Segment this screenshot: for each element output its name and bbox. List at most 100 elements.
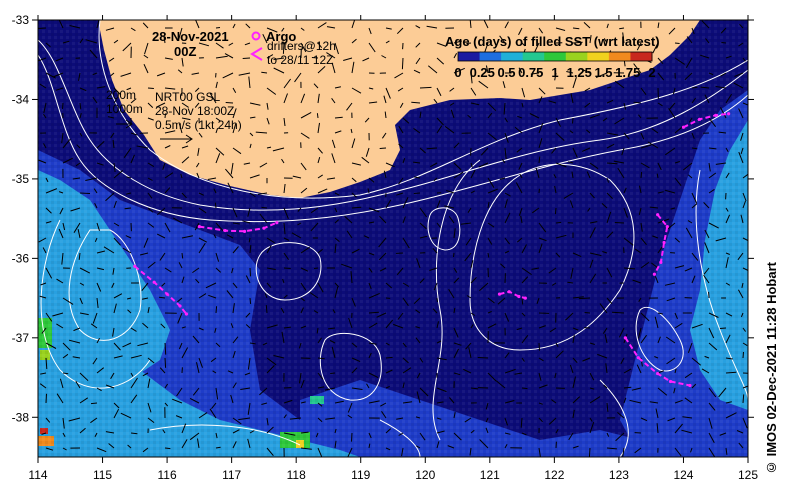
velocity-arrow — [611, 311, 625, 314]
velocity-arrow — [657, 162, 662, 171]
velocity-arrow — [164, 145, 171, 149]
velocity-arrow — [721, 42, 727, 44]
velocity-arrow — [704, 355, 710, 359]
velocity-arrow — [367, 188, 370, 194]
velocity-arrow — [618, 327, 625, 338]
velocity-arrow — [266, 237, 275, 244]
velocity-arrow — [419, 222, 427, 230]
velocity-arrow — [691, 97, 697, 104]
velocity-arrow — [259, 213, 268, 224]
velocity-arrow — [198, 192, 205, 196]
velocity-arrow — [164, 267, 172, 273]
velocity-arrow — [143, 237, 149, 248]
velocity-arrow — [96, 86, 106, 89]
velocity-arrow — [385, 447, 391, 451]
velocity-arrow — [519, 173, 523, 179]
velocity-arrow — [225, 102, 234, 104]
velocity-arrow — [606, 177, 610, 183]
velocity-arrow — [94, 432, 98, 437]
velocity-arrow — [463, 368, 472, 374]
velocity-arrow — [379, 147, 387, 149]
velocity-arrow — [453, 252, 455, 258]
velocity-arrow — [640, 312, 650, 322]
velocity-arrow — [300, 93, 306, 104]
velocity-arrow — [368, 432, 372, 439]
velocity-arrow — [156, 207, 166, 216]
velocity-arrow — [226, 290, 234, 299]
velocity-arrow — [317, 402, 323, 407]
velocity-arrow — [368, 282, 372, 289]
velocity-arrow — [72, 356, 81, 359]
colorbar-tick-label: 2 — [648, 65, 655, 80]
velocity-arrow — [317, 357, 325, 360]
velocity-arrow — [516, 237, 523, 243]
velocity-arrow — [516, 147, 523, 153]
velocity-arrow — [572, 77, 577, 89]
velocity-arrow — [347, 414, 353, 419]
velocity-arrow — [719, 327, 727, 329]
velocity-arrow — [245, 312, 251, 318]
velocity-arrow — [232, 350, 236, 359]
velocity-arrow — [446, 190, 455, 194]
velocity-arrow — [273, 355, 285, 359]
velocity-arrow — [197, 147, 200, 156]
velocity-arrow — [311, 57, 319, 59]
velocity-arrow — [555, 27, 566, 31]
velocity-arrow — [130, 377, 138, 389]
velocity-arrow — [720, 107, 727, 119]
velocity-arrow — [554, 372, 557, 379]
velocity-arrow — [685, 227, 693, 239]
velocity-arrow — [147, 261, 156, 269]
velocity-arrow — [453, 277, 460, 284]
velocity-arrow — [351, 87, 362, 94]
velocity-arrow — [92, 72, 98, 76]
colorbar-swatch — [479, 52, 502, 61]
velocity-arrow — [40, 372, 47, 375]
velocity-arrow — [504, 147, 507, 160]
velocity-arrow — [701, 368, 710, 374]
velocity-arrow — [139, 252, 149, 256]
velocity-arrow — [113, 237, 121, 246]
velocity-arrow — [181, 423, 187, 434]
velocity-arrow — [447, 445, 455, 449]
velocity-arrow — [110, 372, 115, 380]
velocity-arrow — [401, 57, 404, 70]
velocity-arrow — [535, 167, 540, 179]
velocity-arrow — [623, 267, 636, 270]
velocity-arrow — [398, 177, 404, 185]
velocity-arrow — [551, 399, 557, 404]
velocity-arrow — [266, 146, 272, 149]
velocity-arrow — [538, 372, 542, 381]
velocity-arrow — [640, 334, 648, 344]
velocity-arrow — [572, 396, 581, 404]
velocity-arrow — [105, 431, 115, 434]
velocity-arrow — [334, 286, 339, 299]
velocity-arrow — [363, 235, 370, 239]
velocity-arrow — [164, 113, 166, 119]
velocity-arrow — [125, 235, 132, 239]
velocity-arrow — [548, 417, 557, 425]
velocity-arrow — [309, 292, 319, 299]
velocity-arrow — [657, 191, 664, 194]
velocity-arrow — [262, 33, 268, 44]
y-tick-label: -34 — [12, 92, 30, 106]
velocity-arrow — [416, 372, 421, 379]
velocity-arrow — [436, 340, 442, 344]
velocity-arrow — [79, 267, 91, 274]
velocity-arrow — [297, 222, 302, 226]
colorbar-swatch — [608, 52, 631, 61]
velocity-arrow — [398, 143, 404, 149]
velocity-arrow — [385, 87, 391, 99]
velocity-arrow — [249, 102, 261, 106]
velocity-arrow — [215, 42, 224, 49]
velocity-scale-label: 0.5m/s (1kt 24h) — [155, 118, 242, 132]
drifter-point — [668, 379, 673, 384]
velocity-arrow — [351, 20, 356, 29]
velocity-arrow — [113, 87, 122, 96]
velocity-arrow — [581, 147, 591, 152]
velocity-arrow — [381, 55, 387, 59]
velocity-arrow — [317, 147, 323, 154]
velocity-arrow — [499, 177, 506, 180]
velocity-arrow — [529, 113, 540, 119]
colorbar-tick-label: 1 — [551, 65, 558, 80]
